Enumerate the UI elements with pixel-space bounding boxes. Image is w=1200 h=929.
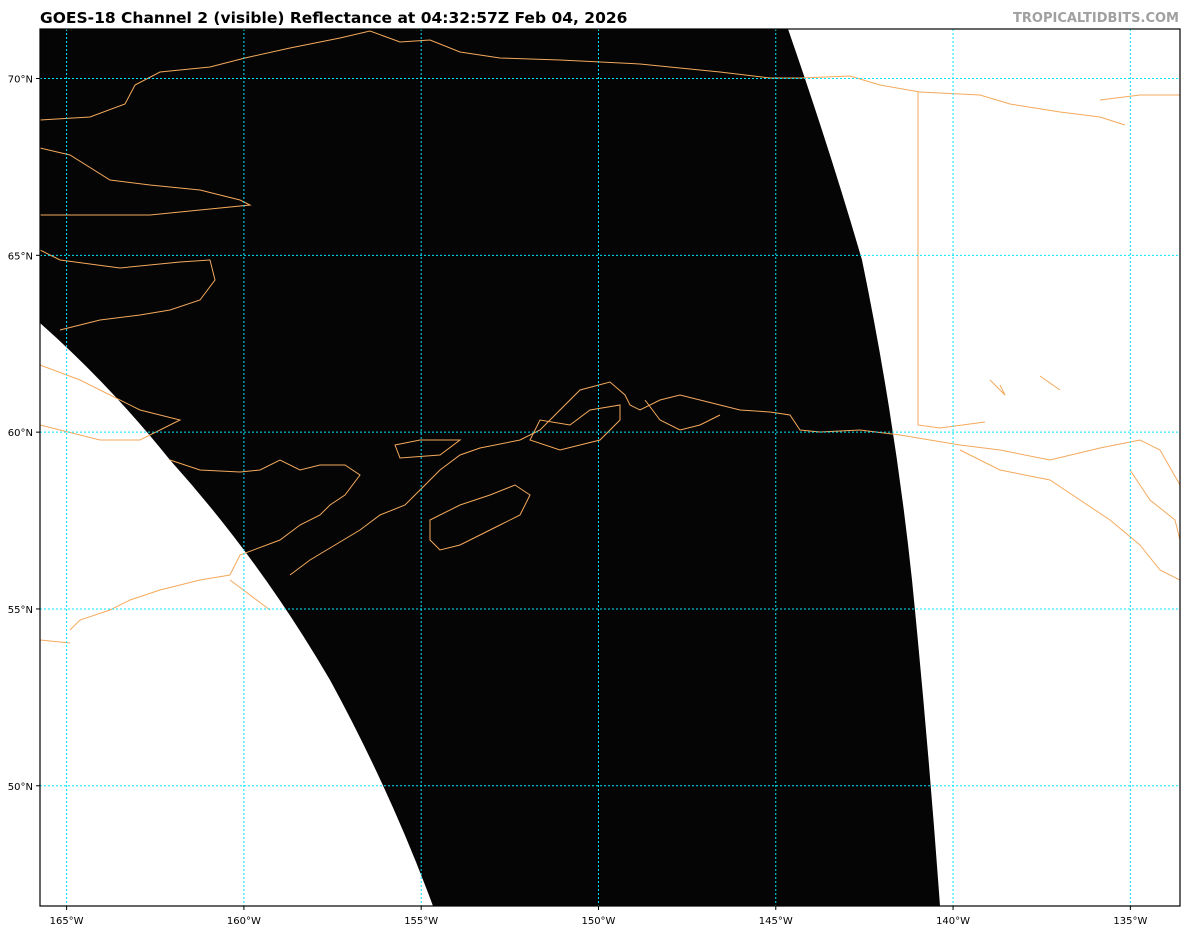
coastlines (40, 30, 1180, 644)
lat-tick-label: 55°N (8, 605, 33, 616)
lon-tick-label: 145°W (759, 916, 793, 927)
lon-tick-label: 155°W (404, 916, 438, 927)
lat-tick-label: 70°N (8, 75, 33, 86)
lon-tick-label: 150°W (581, 916, 615, 927)
lon-tick-label: 160°W (227, 916, 261, 927)
map-title: GOES-18 Channel 2 (visible) Reflectance … (40, 9, 628, 27)
lon-tick-label: 135°W (1113, 916, 1147, 927)
map-frame (39, 28, 1181, 907)
lat-tick-label: 50°N (8, 782, 33, 793)
lon-tick-label: 140°W (936, 916, 970, 927)
lat-tick-label: 60°N (8, 428, 33, 439)
satellite-imagery-swath (40, 29, 940, 906)
source-credit: TROPICALTIDBITS.COM (1013, 11, 1179, 26)
lon-tick-label: 165°W (50, 916, 84, 927)
lat-tick-label: 65°N (8, 251, 33, 262)
graticule (40, 29, 1180, 906)
